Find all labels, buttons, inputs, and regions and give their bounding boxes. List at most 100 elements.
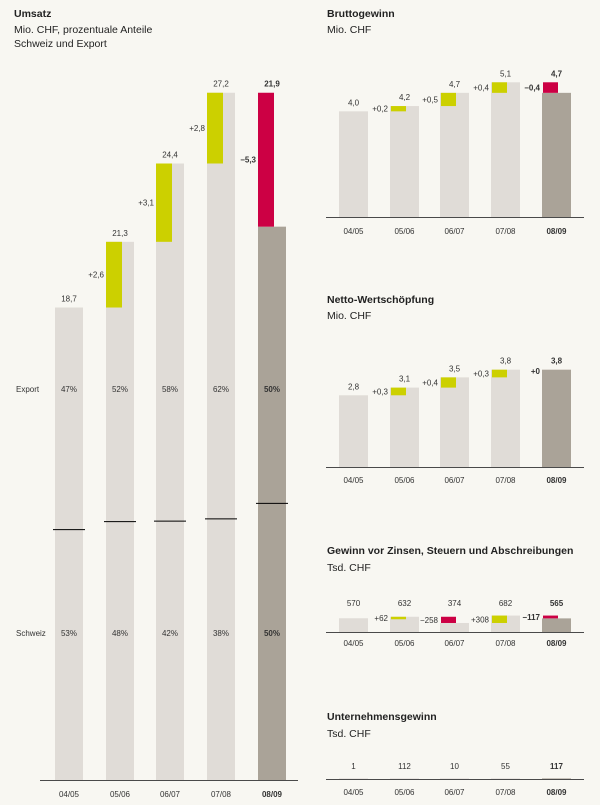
change-label: +62 — [374, 614, 388, 623]
bar — [390, 106, 419, 217]
bar — [542, 778, 571, 779]
x-tick-label: 04/05 — [343, 639, 364, 648]
change-label: +0,5 — [422, 95, 438, 104]
x-tick-label: 08/09 — [546, 639, 567, 648]
chart-umsatz: Umsatz Mio. CHF, prozentuale Anteile Schwe… — [14, 8, 298, 799]
bar — [440, 622, 469, 632]
change-label: +0,3 — [372, 387, 388, 396]
chart-title: Umsatz — [14, 8, 51, 20]
export-share-label: 58% — [162, 385, 178, 394]
change-label: +0 — [531, 367, 541, 376]
schweiz-share-label: 53% — [61, 629, 77, 638]
bar — [491, 369, 520, 467]
bar — [542, 369, 571, 467]
bar — [440, 778, 469, 779]
chart-subtitle: Mio. CHF, prozentuale Anteile — [14, 24, 152, 36]
value-label: 682 — [499, 599, 513, 608]
bar — [339, 618, 368, 632]
x-tick-label: 06/07 — [160, 790, 181, 799]
bar — [440, 92, 469, 217]
change-bar — [441, 92, 456, 107]
x-tick-label: 06/07 — [444, 639, 465, 648]
x-tick-label: 07/08 — [495, 227, 516, 236]
x-tick-label: 06/07 — [444, 227, 465, 236]
bar — [542, 92, 571, 217]
x-tick-label: 08/09 — [546, 788, 567, 797]
bar — [207, 92, 235, 781]
schweiz-share-label: 48% — [112, 629, 128, 638]
schweiz-share-label: 50% — [264, 629, 280, 638]
x-tick-label: 07/08 — [495, 788, 516, 797]
change-label: +0,4 — [422, 378, 438, 387]
bar — [440, 377, 469, 467]
value-label: 374 — [448, 599, 462, 608]
change-label: +0,2 — [372, 105, 388, 114]
chart-title: Gewinn vor Zinsen, Steuern und Abschreib… — [327, 545, 573, 557]
value-label: 1 — [351, 762, 356, 771]
chart-subtitle: Schweiz und Export — [14, 38, 107, 50]
change-bar — [492, 369, 507, 378]
change-label: −258 — [420, 616, 439, 625]
value-label: 55 — [501, 762, 510, 771]
value-label: 112 — [398, 762, 411, 771]
bar — [339, 778, 368, 779]
x-tick-label: 08/09 — [546, 476, 567, 485]
bar — [491, 778, 520, 779]
change-label: +2,8 — [189, 124, 205, 133]
chart-subtitle: Tsd. CHF — [327, 728, 371, 740]
value-label: 632 — [398, 599, 412, 608]
x-tick-label: 04/05 — [343, 227, 364, 236]
chart-title: Unternehmensgewinn — [327, 711, 437, 723]
chart-netto: Netto-Wertschöpfung Mio. CHF +0,3 +0,4 +0,3 +… — [326, 294, 584, 485]
value-label: 5,1 — [500, 69, 512, 78]
x-tick-label: 07/08 — [495, 639, 516, 648]
export-share-label: 52% — [112, 385, 128, 394]
x-tick-label: 04/05 — [59, 790, 80, 799]
value-label: 21,3 — [112, 229, 128, 238]
bar — [491, 82, 520, 217]
change-label: −5,3 — [240, 156, 256, 165]
value-label: 21,9 — [264, 80, 280, 89]
bar — [55, 307, 83, 780]
change-label: −0,4 — [524, 84, 540, 93]
chart-ebitda: Gewinn vor Zinsen, Steuern und Abschreib… — [326, 545, 584, 648]
x-tick-label: 08/09 — [262, 790, 283, 799]
x-tick-label: 07/08 — [211, 790, 232, 799]
x-tick-label: 05/06 — [394, 639, 415, 648]
change-bar — [106, 241, 122, 308]
value-label: 565 — [550, 599, 564, 608]
value-label: 570 — [347, 599, 361, 608]
chart-subtitle: Mio. CHF — [327, 24, 371, 36]
value-label: 4,2 — [399, 93, 411, 102]
chart-subtitle: Tsd. CHF — [327, 562, 371, 574]
bar — [542, 618, 571, 632]
bar — [156, 163, 184, 780]
chart-subtitle: Mio. CHF — [327, 310, 371, 322]
export-share-label: 47% — [61, 385, 77, 394]
bar — [339, 395, 368, 467]
bar — [390, 387, 419, 467]
bar — [390, 616, 419, 632]
value-label: 10 — [450, 762, 459, 771]
x-tick-label: 05/06 — [394, 476, 415, 485]
change-label: +2,6 — [88, 271, 104, 280]
value-label: 3,8 — [500, 357, 512, 366]
change-bar — [207, 92, 223, 164]
change-bar — [492, 82, 507, 93]
chart-brutto: Bruttogewinn Mio. CHF +0,2 +0,5 +0,4 −0,4 4,0 4… — [326, 8, 584, 236]
x-tick-label: 04/05 — [343, 476, 364, 485]
value-label: 2,8 — [348, 382, 360, 391]
export-share-label: 50% — [264, 385, 280, 394]
change-label: +0,4 — [473, 84, 489, 93]
change-label: +308 — [471, 615, 490, 624]
schweiz-share-label: 42% — [162, 629, 178, 638]
value-label: 4,7 — [449, 80, 461, 89]
bar — [390, 778, 419, 779]
value-label: 3,8 — [551, 357, 563, 366]
chart-title: Bruttogewinn — [327, 8, 395, 20]
change-bar — [441, 377, 456, 388]
change-bar — [543, 615, 558, 619]
value-label: 24,4 — [162, 150, 178, 159]
value-label: 3,1 — [399, 375, 411, 384]
x-tick-label: 08/09 — [546, 227, 567, 236]
